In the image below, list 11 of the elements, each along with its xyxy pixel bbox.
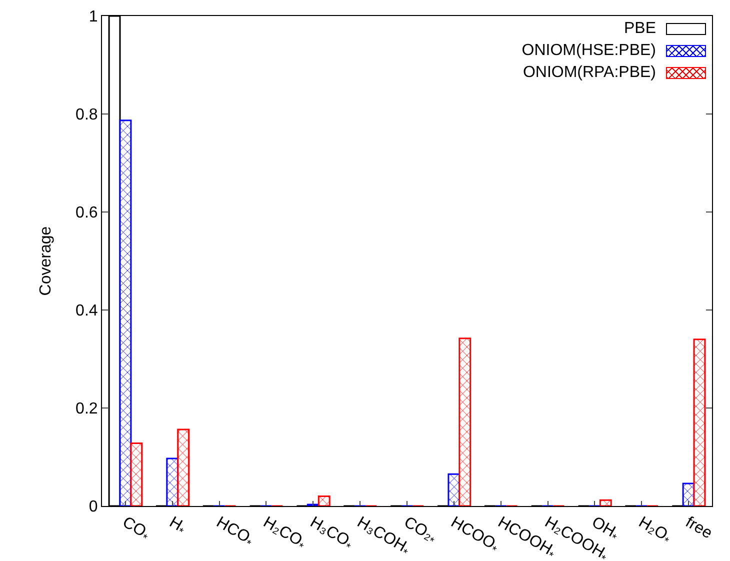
y-tick-label: 0 <box>88 498 98 516</box>
legend-label: PBE <box>624 20 656 38</box>
legend-label: ONIOM(HSE:PBE) <box>522 42 656 60</box>
y-tick-label: 1 <box>88 8 98 26</box>
y-tick-label: 0.2 <box>76 400 98 418</box>
y-axis-title: Coverage <box>37 226 54 296</box>
y-tick-label: 0.6 <box>76 204 98 222</box>
y-tick-label: 0.8 <box>76 106 98 124</box>
legend-label: ONIOM(RPA:PBE) <box>522 64 656 82</box>
x-tick-label: free <box>682 514 716 542</box>
y-tick-label: 0.4 <box>76 302 98 320</box>
